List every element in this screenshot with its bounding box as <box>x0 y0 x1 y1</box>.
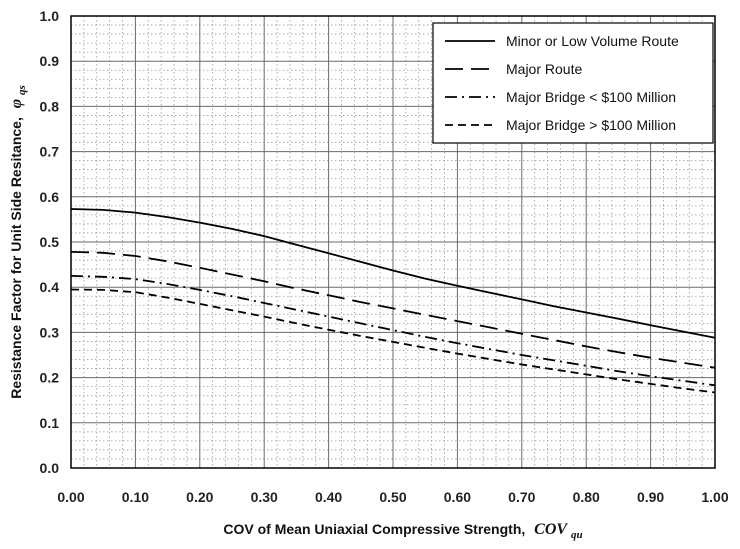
x-tick-label: 0.50 <box>379 489 406 505</box>
x-tick-label: 0.20 <box>186 489 213 505</box>
x-axis-label-symbol: COV <box>534 521 568 538</box>
y-tick-label: 0.2 <box>40 370 60 386</box>
x-tick-labels: 0.00 0.10 0.20 0.30 0.40 0.50 0.60 0.70 0.80 0.90… <box>57 489 728 505</box>
x-tick-label: 0.00 <box>57 489 84 505</box>
y-tick-labels: 0.0 0.1 0.2 0.3 0.4 0.5 0.6 0.7 0.8 0.9 1.0 <box>40 8 60 476</box>
x-tick-label: 0.60 <box>444 489 471 505</box>
legend-label-3: Major Bridge < $100 Million <box>506 89 676 105</box>
y-axis-label-symbol: φ <box>8 99 25 108</box>
y-tick-label: 0.5 <box>40 234 60 250</box>
y-tick-label: 0.6 <box>40 189 60 205</box>
y-tick-label: 0.3 <box>40 324 60 340</box>
x-tick-label: 0.70 <box>508 489 535 505</box>
y-tick-label: 0.8 <box>40 98 60 114</box>
y-tick-label: 0.4 <box>40 279 60 295</box>
x-axis-label-text: COV of Mean Uniaxial Compressive Strengt… <box>223 521 525 537</box>
legend: Minor or Low Volume Route Major Route Majo… <box>433 23 713 143</box>
x-tick-label: 0.90 <box>637 489 664 505</box>
y-tick-label: 0.1 <box>40 415 60 431</box>
y-axis-label-text: Resistance Factor for Unit Side Resitanc… <box>8 117 24 399</box>
chart: 0.00 0.10 0.20 0.30 0.40 0.50 0.60 0.70 0.80 0.90… <box>0 0 740 549</box>
x-tick-label: 0.10 <box>122 489 149 505</box>
x-tick-label: 0.80 <box>573 489 600 505</box>
x-axis-label: COV of Mean Uniaxial Compressive Strengt… <box>223 521 582 541</box>
y-tick-label: 1.0 <box>40 8 60 24</box>
x-axis-label-subscript: qu <box>571 529 583 541</box>
x-tick-label: 0.40 <box>315 489 342 505</box>
legend-label-4: Major Bridge > $100 Million <box>506 117 676 133</box>
y-axis-label: Resistance Factor for Unit Side Resitanc… <box>8 85 28 399</box>
y-tick-label: 0.7 <box>40 144 60 160</box>
y-tick-label: 0.0 <box>40 460 60 476</box>
x-tick-label: 0.30 <box>251 489 278 505</box>
y-axis-label-subscript: qs <box>16 85 28 95</box>
x-tick-label: 1.00 <box>701 489 728 505</box>
legend-label-2: Major Route <box>506 61 582 77</box>
legend-label-1: Minor or Low Volume Route <box>506 33 679 49</box>
y-tick-label: 0.9 <box>40 53 60 69</box>
